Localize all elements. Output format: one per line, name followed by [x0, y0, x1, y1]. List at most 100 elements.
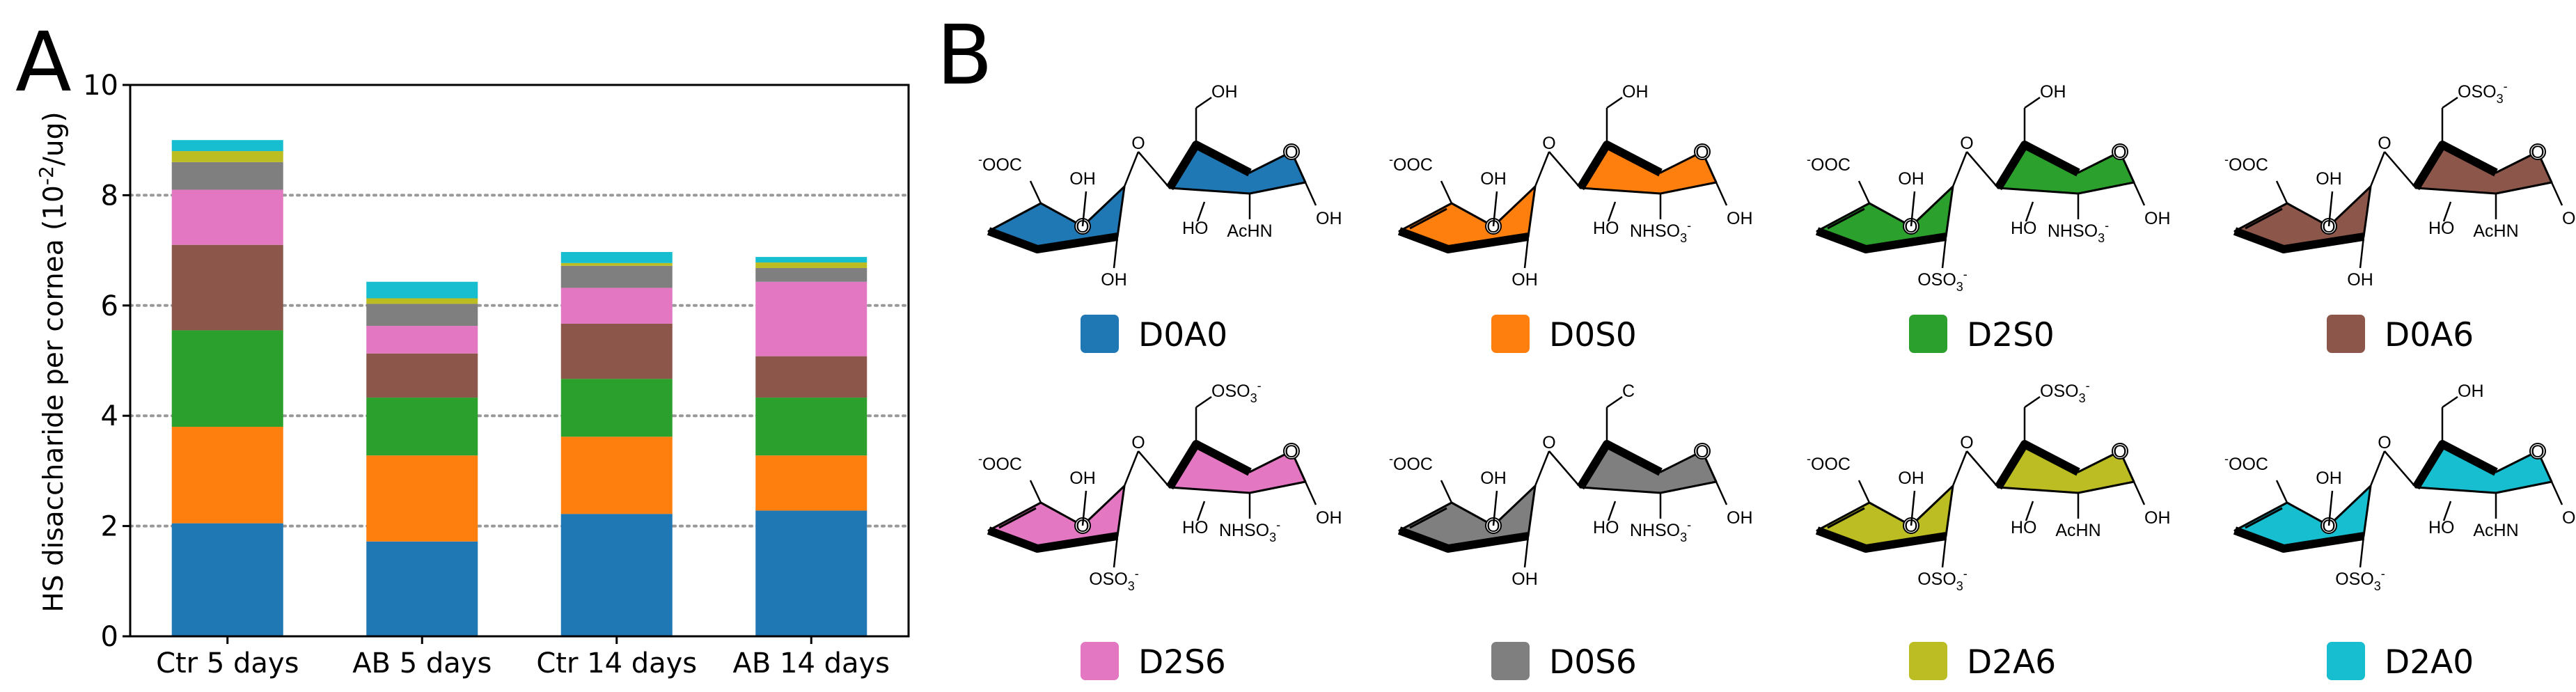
amine-substituent-text: NHSO	[1219, 521, 1269, 540]
amine-substituent-text: NHSO	[2048, 221, 2098, 241]
uronic-carboxylate: -OOC	[1389, 152, 1433, 175]
ring-oxygen	[1694, 143, 1711, 160]
x-tick-label: AB 14 days	[732, 647, 890, 679]
bond-c2	[1523, 236, 1530, 269]
bond-c6	[2442, 96, 2458, 109]
bar-segment-d0a0	[366, 541, 478, 636]
bond-c6	[1606, 96, 1623, 109]
uronic-carboxylate-charge: -	[1389, 452, 1393, 466]
double-bond	[1409, 207, 1447, 230]
double-bond	[2245, 507, 2283, 529]
bond-c3	[2327, 191, 2334, 227]
bar-segment-d0s0	[366, 455, 478, 542]
c3-hydroxyl: HO	[1182, 219, 1209, 238]
x-tick-label: Ctr 5 days	[156, 647, 299, 679]
c2-substituent-text: OH	[1101, 270, 1127, 290]
bond-c4	[2275, 180, 2288, 204]
c2-substituent-text: OH	[2347, 270, 2373, 290]
amine-substituent-text: AcHN	[2055, 521, 2100, 540]
c3-substituent-text: OH	[1480, 169, 1507, 189]
y-tick-label: 4	[101, 400, 118, 432]
c3-substituent-text: OH	[2316, 469, 2342, 488]
bar-segment-d0a6	[560, 323, 673, 379]
uronic-ring-bold-edge	[1397, 526, 1529, 553]
c2-substituent-text: OSO	[1089, 569, 1128, 589]
panel-a: A 0 2 4 6 8 10 Ctr 5 days AB 5 days Ctr 14 days…	[15, 14, 910, 679]
legend-label: D0S6	[1549, 643, 1637, 682]
c3-substituent-text: OH	[1069, 469, 1096, 488]
x-tick-label: Ctr 14 days	[536, 647, 697, 679]
c2-substituent: OSO3-	[2335, 567, 2385, 593]
c6-substituent: OSO3-	[2458, 79, 2508, 106]
ring-oxygen-label: O	[2322, 217, 2335, 237]
legend-swatch	[1081, 315, 1119, 353]
bar-segment-d2s6	[560, 288, 673, 324]
glycosidic-oxygen: O	[1131, 433, 1145, 453]
c2-substituent-sup: -	[1135, 567, 1139, 581]
bond-c4	[1858, 480, 1871, 503]
ring-oxygen	[2112, 143, 2128, 160]
uronic-carboxylate: -OOC	[978, 152, 1022, 175]
ring-oxygen-label: O	[2113, 442, 2126, 462]
legend-label: D2A6	[1967, 643, 2056, 682]
amine-substituent: NHSO3-	[1630, 219, 1691, 245]
ring-oxygen	[2529, 143, 2546, 160]
bond-c6	[2024, 96, 2041, 109]
uronic-carboxylate-charge: -	[1807, 452, 1811, 466]
bar-segment-d0a0	[560, 514, 673, 636]
c6-substituent-sub: 3	[2497, 92, 2504, 106]
c3-substituent: OH	[1898, 469, 1924, 488]
ring-oxygen	[1283, 443, 1300, 459]
c6-substituent: OH	[2458, 382, 2484, 401]
uronic-carboxylate-text: OOC	[2229, 155, 2268, 175]
bond-c4	[1858, 180, 1871, 204]
c6-substituent: OH	[1622, 82, 1649, 102]
bond-glycosidic-2	[1966, 151, 1999, 189]
double-bond	[1827, 507, 1865, 529]
bar-segment-d2s0	[366, 398, 478, 456]
ring-oxygen-label: O	[1076, 517, 1089, 536]
amine-substituent-sub: 3	[1680, 530, 1687, 544]
ring-oxygen-label: O	[1904, 217, 1917, 237]
y-tick-label: 8	[101, 180, 118, 212]
uronic-carboxylate-charge: -	[1807, 152, 1811, 166]
c3-hydroxyl: HO	[2011, 219, 2037, 238]
double-bond	[2245, 207, 2283, 230]
y-axis-label: HS disaccharide per cornea (10-2/ug)	[35, 111, 70, 612]
c3-substituent: OH	[1480, 169, 1507, 189]
c6-substituent-sub: 3	[2079, 391, 2086, 405]
amine-substituent: NHSO3-	[1630, 518, 1691, 544]
amine-substituent-sup: -	[1687, 518, 1691, 532]
ring-oxygen-label: O	[2322, 517, 2335, 536]
legend-label: D2S6	[1138, 643, 1226, 682]
amine-substituent-sup: -	[1687, 219, 1691, 233]
amine-substituent-sub: 3	[1269, 530, 1276, 544]
ring-oxygen-label: O	[1904, 517, 1917, 536]
bar-segment-d2a6	[560, 262, 673, 266]
anomeric-hydroxyl: OH	[1316, 508, 1342, 528]
bond-glycosidic-2	[1548, 151, 1581, 189]
uronic-carboxylate-charge: -	[2224, 452, 2229, 466]
ring-oxygen	[2529, 443, 2546, 459]
ring-oxygen-label: O	[2531, 143, 2544, 162]
c3-substituent-text: OH	[2316, 169, 2342, 189]
bar-segment-d0s0	[171, 427, 283, 524]
ring-oxygen-label: O	[2531, 442, 2544, 462]
ring-oxygen-label: O	[1076, 217, 1089, 237]
glycosidic-oxygen: O	[2378, 134, 2391, 153]
c2-substituent-sup: -	[2381, 567, 2385, 581]
ring-oxygen-label: O	[2113, 143, 2126, 162]
ring-oxygen-label: O	[1486, 217, 1500, 237]
uronic-carboxylate-charge: -	[2224, 152, 2229, 166]
c3-hydroxyl: HO	[2428, 219, 2455, 238]
amine-substituent-text: NHSO	[1630, 521, 1680, 540]
bond-c3-right	[2025, 201, 2034, 222]
c6-substituent-sup: -	[2086, 379, 2090, 393]
bond-c2	[1113, 535, 1119, 568]
bond-anomeric	[1715, 182, 1728, 206]
bond-glycosidic-2	[1138, 450, 1170, 488]
legend-label: D0A0	[1138, 316, 1227, 354]
bar-segment-d0s6	[366, 304, 478, 327]
c6-substituent-text: OSO	[2040, 382, 2079, 401]
